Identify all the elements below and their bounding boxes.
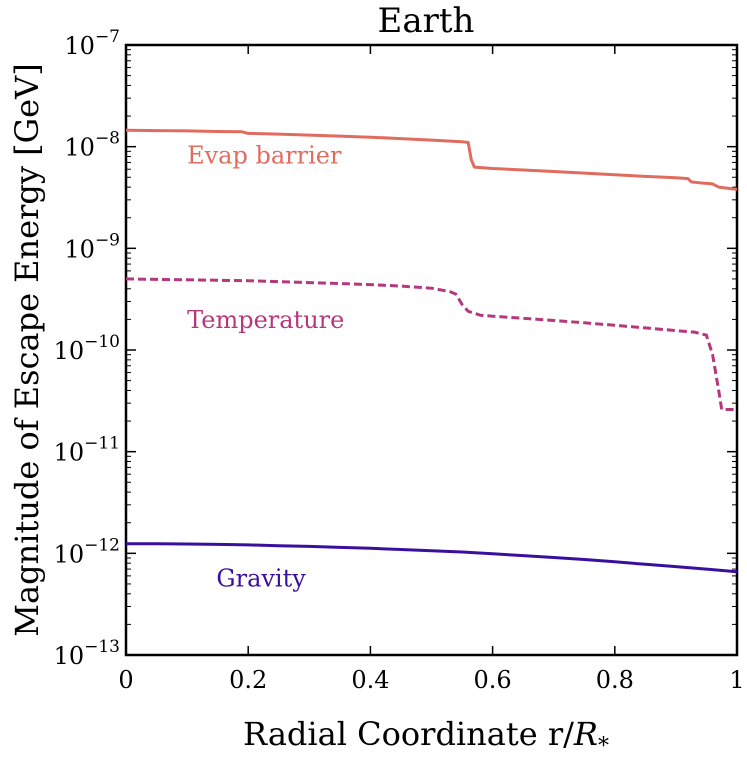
x-tick-label: 0.2 xyxy=(229,666,267,694)
y-tick-base: 10 xyxy=(54,642,85,670)
y-tick-exponent: −13 xyxy=(84,637,120,657)
series-line-evap-barrier xyxy=(125,128,738,191)
x-label-subscript: * xyxy=(598,734,609,759)
y-tick-label: 10−8 xyxy=(64,129,120,162)
y-tick-base: 10 xyxy=(54,439,85,467)
y-tick-label: 10−11 xyxy=(54,434,120,467)
series-layer xyxy=(125,128,738,574)
y-tick-exponent: −12 xyxy=(84,535,120,555)
x-label-symbol: R xyxy=(573,715,598,753)
chart-title: Earth xyxy=(378,1,475,41)
y-tick-label: 10−10 xyxy=(54,332,120,365)
x-tick-label: 0.4 xyxy=(351,666,389,694)
y-tick-label: 10−12 xyxy=(54,535,120,568)
series-label-gravity: Gravity xyxy=(216,565,306,593)
x-axis-label: Radial Coordinate r/R* xyxy=(243,715,609,759)
y-tick-exponent: −11 xyxy=(84,434,120,454)
y-tick-base: 10 xyxy=(64,134,95,162)
y-tick-label: 10−13 xyxy=(54,637,120,670)
y-tick-label: 10−9 xyxy=(64,230,120,263)
y-tick-base: 10 xyxy=(54,540,85,568)
x-label-main: Radial Coordinate r/ xyxy=(243,715,574,753)
y-tick-exponent: −10 xyxy=(84,332,120,352)
y-tick-base: 10 xyxy=(64,32,95,60)
y-tick-base: 10 xyxy=(64,235,95,263)
series-label-temperature: Temperature xyxy=(187,306,344,334)
series-line-temperature xyxy=(125,277,737,411)
y-axis-label: Magnitude of Escape Energy [GeV] xyxy=(8,63,46,636)
x-tick-label: 0.8 xyxy=(596,666,634,694)
x-tick-label: 1 xyxy=(729,666,744,694)
y-tick-base: 10 xyxy=(54,337,85,365)
series-line-gravity xyxy=(126,542,738,574)
x-tick-label: 0 xyxy=(118,666,133,694)
series-label-evap-barrier: Evap barrier xyxy=(187,142,342,170)
y-tick-exponent: −7 xyxy=(95,27,120,47)
x-tick-label: 0.6 xyxy=(474,666,512,694)
x-axis: 0 0.2 0.4 0.6 0.8 1 xyxy=(118,45,745,694)
y-tick-label: 10−7 xyxy=(64,27,120,60)
y-tick-exponent: −8 xyxy=(95,129,120,149)
series-labels: Evap barrier Temperature Gravity xyxy=(187,142,344,593)
y-tick-exponent: −9 xyxy=(95,230,120,250)
